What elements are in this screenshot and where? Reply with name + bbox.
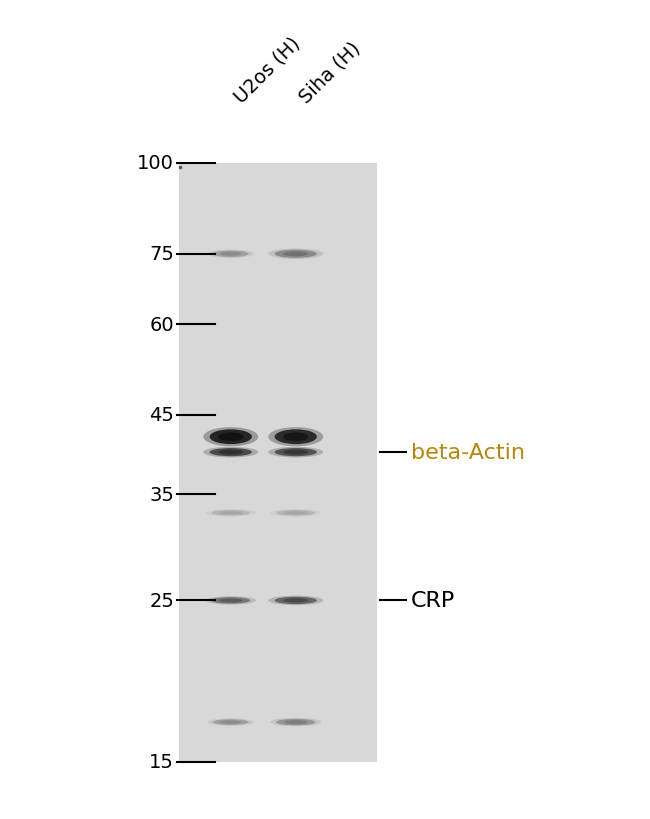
Ellipse shape	[283, 599, 309, 603]
Ellipse shape	[268, 249, 323, 260]
Ellipse shape	[209, 430, 252, 445]
Ellipse shape	[211, 597, 250, 604]
Ellipse shape	[283, 450, 309, 455]
Ellipse shape	[276, 719, 315, 726]
Text: 60: 60	[150, 315, 174, 334]
Ellipse shape	[213, 719, 248, 725]
Text: 25: 25	[150, 591, 174, 610]
Ellipse shape	[220, 721, 242, 724]
Text: 15: 15	[150, 752, 174, 771]
Ellipse shape	[268, 596, 323, 605]
Ellipse shape	[219, 599, 242, 603]
Text: Siha (H): Siha (H)	[296, 38, 364, 106]
Text: U2os (H): U2os (H)	[231, 34, 304, 106]
Ellipse shape	[205, 596, 256, 605]
Ellipse shape	[274, 597, 317, 604]
FancyBboxPatch shape	[179, 164, 377, 762]
Ellipse shape	[283, 432, 309, 441]
Ellipse shape	[218, 450, 243, 455]
Ellipse shape	[283, 252, 309, 257]
Text: 75: 75	[150, 245, 174, 264]
Ellipse shape	[274, 251, 317, 259]
Ellipse shape	[209, 449, 252, 457]
Ellipse shape	[219, 512, 242, 515]
Ellipse shape	[213, 251, 248, 258]
Text: 100: 100	[137, 154, 174, 174]
Ellipse shape	[274, 430, 317, 445]
Ellipse shape	[203, 447, 258, 458]
Ellipse shape	[274, 449, 317, 457]
Ellipse shape	[276, 510, 315, 516]
Ellipse shape	[270, 718, 321, 726]
Ellipse shape	[268, 428, 323, 447]
Ellipse shape	[218, 432, 243, 441]
Ellipse shape	[207, 250, 254, 259]
Text: 45: 45	[150, 406, 174, 425]
Ellipse shape	[284, 512, 307, 515]
Ellipse shape	[268, 447, 323, 458]
Ellipse shape	[203, 428, 258, 447]
Ellipse shape	[211, 510, 250, 516]
Ellipse shape	[220, 252, 242, 256]
Text: CRP: CRP	[411, 590, 455, 611]
Text: beta-Actin: beta-Actin	[411, 442, 525, 463]
Ellipse shape	[207, 718, 254, 726]
Ellipse shape	[284, 720, 307, 724]
Text: 35: 35	[150, 485, 174, 505]
